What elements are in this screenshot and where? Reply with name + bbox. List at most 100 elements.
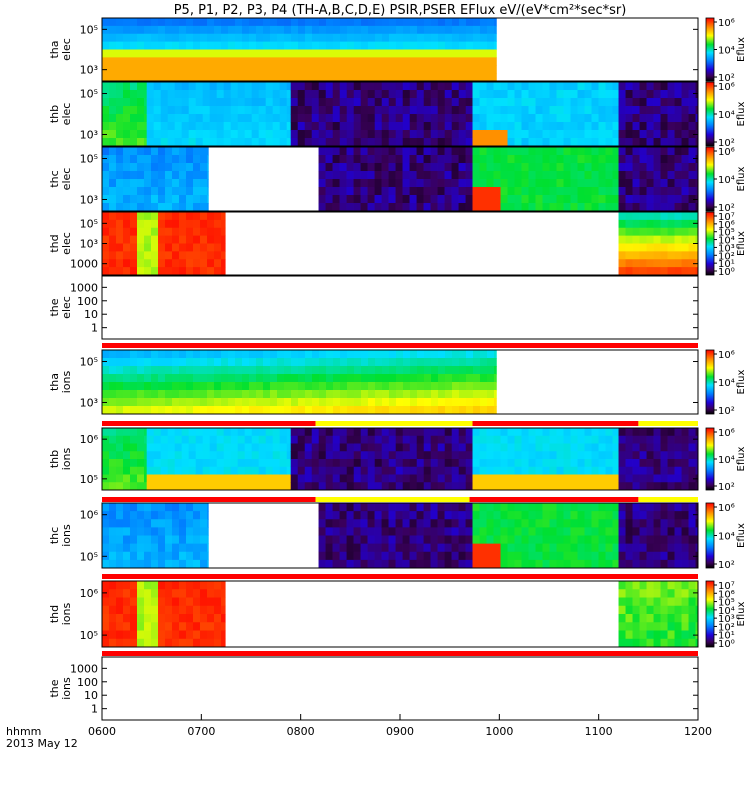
heatmap-cell [577,466,585,475]
heatmap-cell [625,267,633,276]
heatmap-cell [137,195,145,204]
heatmap-cell [165,203,173,212]
heatmap-cell [646,82,654,91]
heatmap-cell [244,90,253,99]
heatmap-cell [109,443,117,452]
heatmap-cell [202,435,211,444]
heatmap-cell [612,203,619,212]
heatmap-cell [193,18,201,27]
heatmap-cell [535,535,543,545]
heatmap-cell [298,57,306,66]
colorbar-tick-label: 10⁴ [718,606,735,617]
heatmap-cell [625,98,633,107]
heatmap-cell [207,212,215,221]
heatmap-cell [272,114,281,123]
heatmap-cell [458,451,467,460]
heatmap-cell [549,428,557,437]
heatmap-cell [367,179,375,188]
heatmap-cell [695,459,699,468]
heatmap-cell [374,482,383,491]
heatmap-cell [618,259,626,268]
heatmap-cell [375,358,383,367]
heatmap-cell [688,559,696,569]
heatmap-cell [116,374,124,383]
heatmap-cell [688,187,696,196]
heatmap-cell [137,350,145,359]
heatmap-cell [123,638,131,648]
heatmap-cell [340,18,348,27]
heatmap-cell [570,428,578,437]
heatmap-cell [179,155,187,164]
heatmap-cell [153,138,162,147]
heatmap-cell [688,428,696,437]
heatmap-cell [688,212,696,221]
heatmap-cell [423,535,431,545]
heatmap-cell [123,581,131,590]
heatmap-cell [305,390,313,399]
heatmap-cell [242,390,250,399]
heatmap-cell [639,82,647,91]
heatmap-cell [346,122,355,131]
heatmap-cell [695,428,699,437]
heatmap-cell [598,98,606,107]
heatmap-cell [417,18,425,27]
species-label: elec [60,103,73,126]
heatmap-cell [465,474,473,483]
heatmap-cell [130,482,138,491]
heatmap-cell [472,428,480,437]
heatmap-cell [116,459,124,468]
colorbar-tick-label: 10⁴ [718,455,735,466]
heatmap-cell [214,589,222,598]
heatmap-cell [339,527,347,536]
heatmap-cell [116,212,124,221]
heatmap-cell [459,382,467,391]
heatmap-cell [549,474,557,483]
heatmap-cell [158,581,166,590]
heatmap-cell [452,41,460,50]
heatmap-cell [681,212,689,221]
heatmap-cell [402,503,410,512]
heatmap-cell [598,519,606,528]
heatmap-cell [186,179,194,188]
heatmap-cell [563,138,571,147]
heatmap-cell [465,459,473,468]
heatmap-cell [318,435,327,444]
heatmap-cell [272,428,281,437]
heatmap-cell [305,57,313,66]
heatmap-cell [653,527,661,536]
heatmap-cell [144,390,152,399]
heatmap-cell [186,18,194,27]
heatmap-cell [109,235,117,244]
heatmap-cell [535,82,543,91]
heatmap-cell [452,390,460,399]
heatmap-cell [514,163,522,172]
heatmap-cell [681,106,689,115]
heatmap-cell [674,559,682,569]
heatmap-cell [480,57,488,66]
heatmap-cell [695,503,699,512]
heatmap-cell [396,382,404,391]
heatmap-cell [473,398,481,407]
heatmap-cell [381,459,390,468]
heatmap-cell [521,171,529,180]
heatmap-cell [479,466,487,475]
heatmap-cell [165,374,173,383]
heatmap-cell [209,435,218,444]
heatmap-cell [430,428,439,437]
heatmap-cell [674,130,682,139]
heatmap-cell [123,466,131,475]
heatmap-cell [228,57,236,66]
heatmap-cell [130,551,138,561]
heatmap-cell [158,605,166,615]
heatmap-cell [312,382,320,391]
heatmap-cell [207,57,215,66]
heatmap-cell [109,527,117,536]
heatmap-cell [430,130,439,139]
heatmap-cell [195,474,204,483]
heatmap-cell [102,73,110,82]
species-label: elec [60,168,73,191]
heatmap-cell [158,73,166,82]
species-label: ions [60,677,73,700]
heatmap-cell [674,443,682,452]
heatmap-cell [291,41,299,50]
